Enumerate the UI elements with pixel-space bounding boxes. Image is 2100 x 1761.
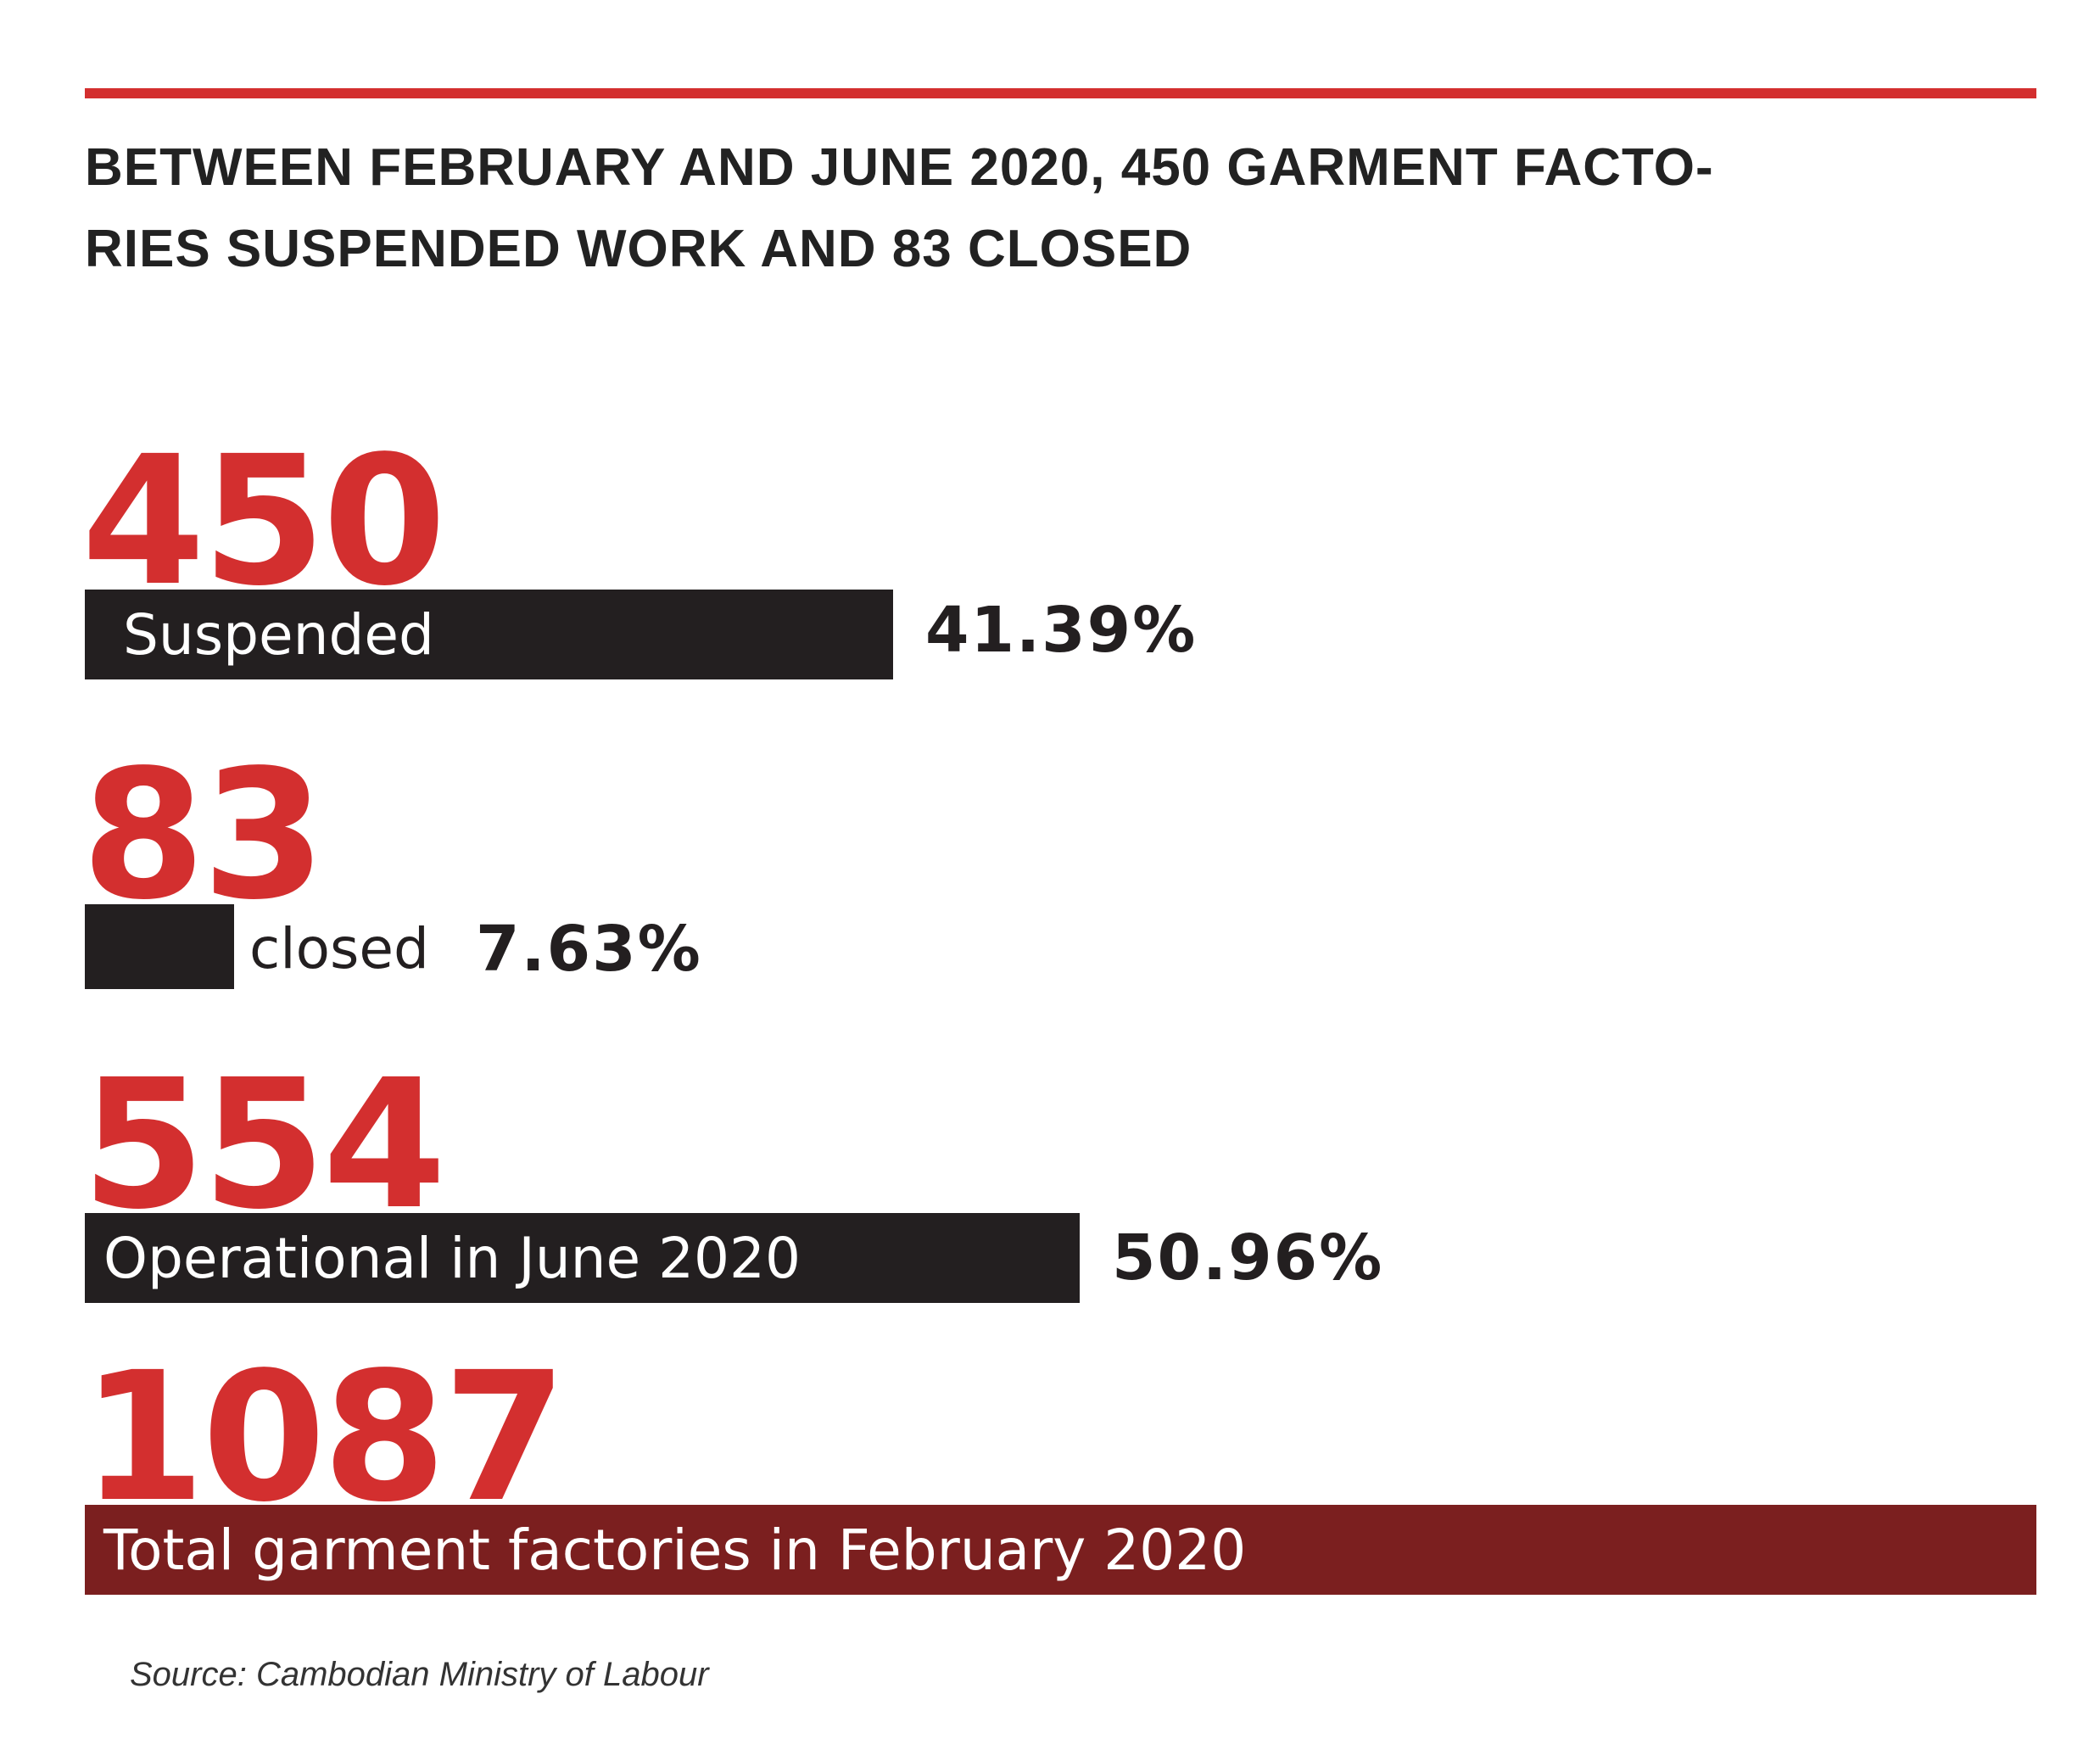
page-title: BETWEEN FEBRUARY AND JUNE 2020, 450 GARM… [85,127,2019,290]
total-label: Total garment factories in February 2020 [103,1517,1247,1583]
operational-label: Operational in June 2020 [103,1225,801,1291]
suspended-label: Suspended [123,601,434,668]
suspended-bar: Suspended [85,590,893,679]
closed-number: 83 [81,731,326,939]
total-number: 1087 [81,1333,567,1541]
total-bar: Total garment factories in February 2020 [85,1505,2036,1595]
source-note: Source: Cambodian Ministry of Labour [130,1656,709,1693]
operational-number: 554 [81,1041,446,1249]
operational-percent: 50.96% [1112,1222,1384,1294]
operational-bar: Operational in June 2020 [85,1213,1080,1303]
suspended-number: 450 [81,417,446,625]
suspended-percent: 41.39% [925,594,1198,667]
top-red-rule [85,88,2036,98]
closed-bar [85,904,234,989]
title-line-1: BETWEEN FEBRUARY AND JUNE 2020, 450 GARM… [85,138,1714,197]
title-line-2: RIES SUSPENDED WORK AND 83 CLOSED [85,220,1192,278]
closed-percent: 7.63% [476,913,702,986]
closed-label: closed [249,916,429,981]
